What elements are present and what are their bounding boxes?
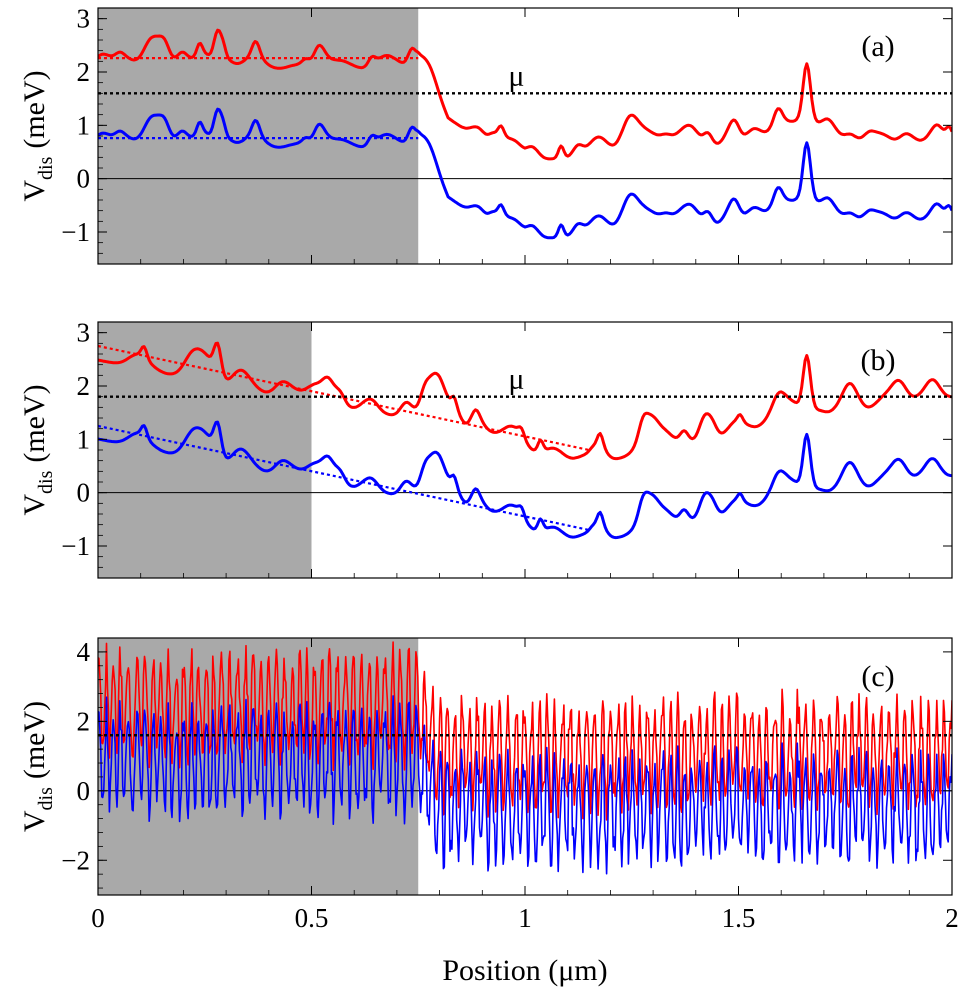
y-tick-label: 4	[77, 637, 91, 667]
y-tick-label: −2	[61, 845, 90, 875]
panel-label: (b)	[861, 344, 896, 377]
x-tick-label: 0	[91, 903, 105, 933]
panel-a: −1 0 1 2 3 Vdis(meV) (a) μ	[18, 4, 953, 265]
x-tick-label: 1	[518, 903, 532, 933]
series-line-lower	[98, 420, 952, 540]
y-tick-label: 3	[77, 318, 91, 348]
y-tick-label: 2	[77, 57, 91, 87]
series-line-upper	[98, 641, 952, 821]
panel-label: (c)	[861, 660, 894, 693]
y-axis-title: Vdis(meV)	[18, 70, 57, 201]
series-line-lower	[98, 695, 952, 875]
y-axis-title: Vdis(meV)	[18, 384, 57, 515]
y-tick-label: 3	[77, 4, 91, 34]
x-tick-label: 2	[945, 903, 959, 933]
x-axis-title: Position (μm)	[442, 954, 607, 987]
y-tick-label: 1	[77, 424, 91, 454]
y-tick-label: −1	[61, 217, 90, 247]
mu-label: μ	[508, 363, 524, 396]
y-tick-label: 2	[77, 706, 91, 736]
series-line-lower	[98, 107, 952, 240]
shaded-region	[98, 322, 312, 578]
y-tick-label: 2	[77, 371, 91, 401]
panel-label: (a)	[861, 30, 894, 63]
y-tick-label: 0	[77, 478, 91, 508]
series-line-upper	[98, 341, 952, 461]
y-tick-label: 1	[77, 110, 91, 140]
x-tick-label: 1.5	[722, 903, 756, 933]
y-axis-title: Vdis(meV)	[18, 701, 57, 832]
series-line-upper	[98, 28, 952, 161]
panel-b: −1 0 1 2 3 Vdis(meV) (b) μ	[18, 318, 953, 579]
mu-label: μ	[508, 59, 524, 92]
y-tick-label: 0	[77, 776, 91, 806]
y-tick-label: 0	[77, 164, 91, 194]
shaded-region	[98, 8, 419, 264]
x-tick-label: 0.5	[295, 903, 329, 933]
y-tick-label: −1	[61, 531, 90, 561]
